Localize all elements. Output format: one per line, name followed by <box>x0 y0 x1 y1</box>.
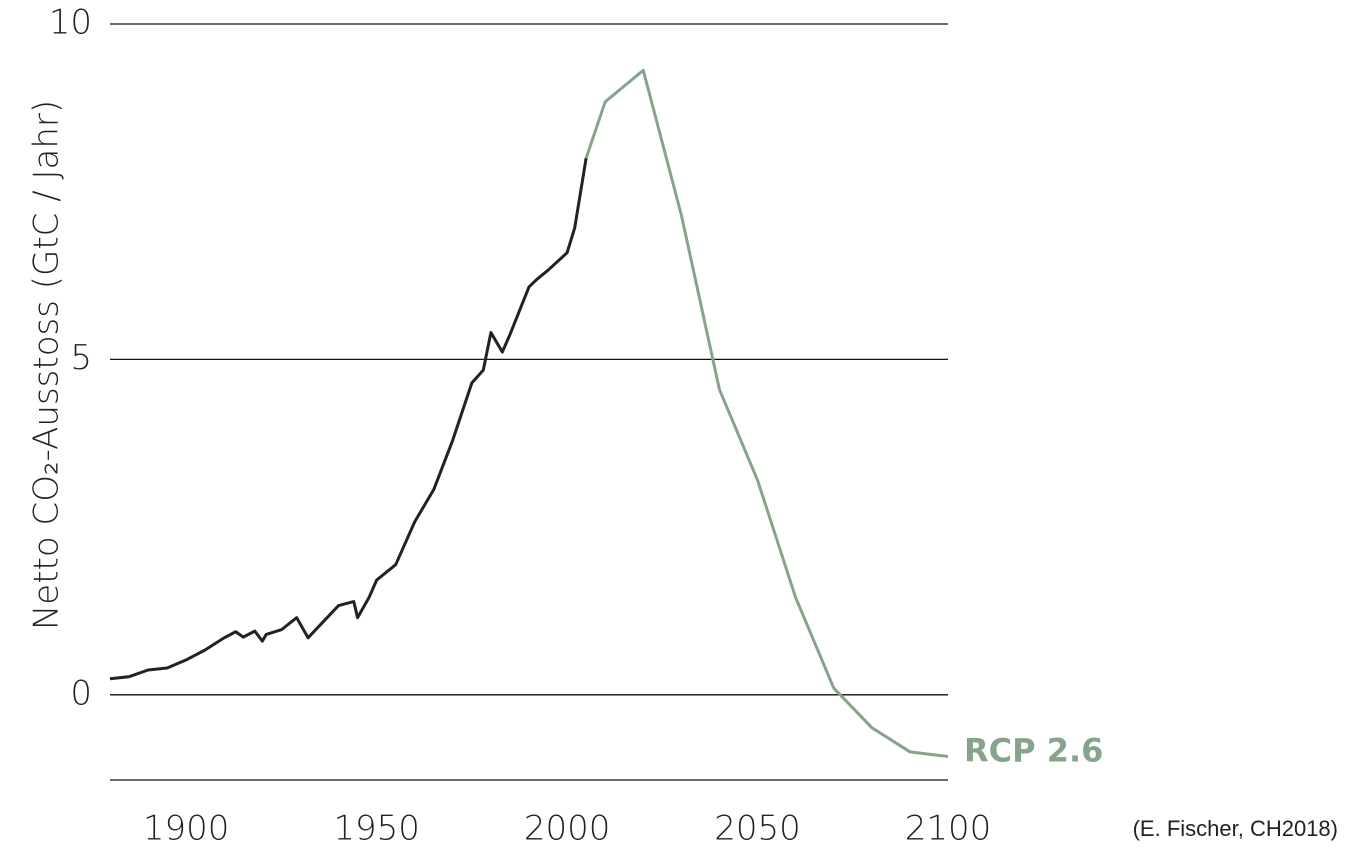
source-note: (E. Fischer, CH2018) <box>1133 816 1338 841</box>
x-tick-label: 2100 <box>905 809 992 849</box>
x-tick-label: 2000 <box>524 809 611 849</box>
data-line <box>109 157 588 681</box>
y-tick-label: 0 <box>70 673 92 713</box>
y-axis-label: Netto CO₂-Ausstoss (GtC / Jahr) <box>27 100 67 630</box>
x-tick-label: 2050 <box>714 809 801 849</box>
x-tick-label: 1950 <box>333 809 420 849</box>
y-tick-label: 5 <box>70 338 92 378</box>
y-tick-label: 10 <box>49 3 92 43</box>
data-line <box>584 68 949 759</box>
x-tick-label: 1900 <box>143 809 230 849</box>
legend-label: RCP 2.6 <box>964 732 1103 770</box>
